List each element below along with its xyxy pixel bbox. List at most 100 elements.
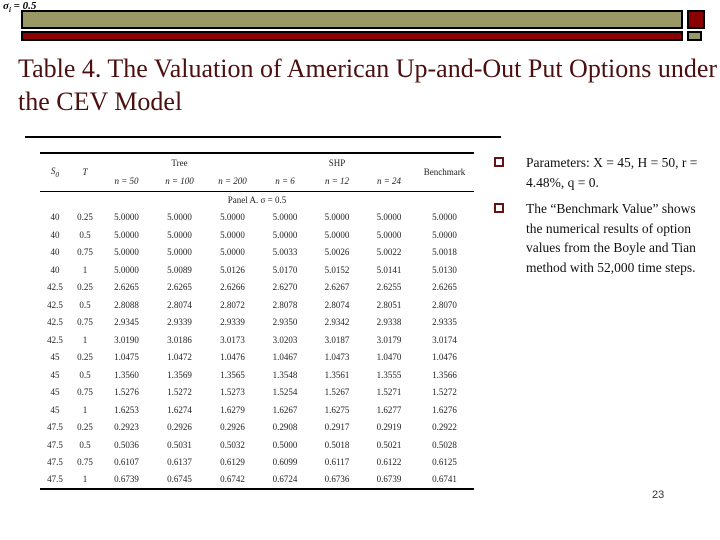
table-cell: 1: [82, 474, 88, 485]
table-cell: 1.5273: [220, 387, 245, 398]
table-cell: 1.3569: [167, 369, 192, 380]
table-cell: 1.6279: [220, 404, 245, 415]
table-row: 47.5 1 0.6739 0.6745 0.6742 0.6724 0.6736 0.673…: [40, 471, 474, 489]
banner-end-square-tan: [687, 31, 702, 41]
table-cell: 5.0000: [167, 212, 192, 223]
table-cell: 3.0186: [167, 334, 192, 345]
table-cell: 0.5018: [324, 439, 350, 450]
table-cell: 1.5271: [376, 387, 402, 398]
table-cell: 2.6267: [324, 282, 350, 293]
table-cell: 2.6265: [167, 282, 192, 293]
table-cell: 5.0000: [114, 264, 139, 275]
table-cell: 0.6739: [376, 474, 402, 485]
table-cell: 5.0000: [272, 229, 298, 240]
table-cell: 2.8051: [376, 299, 402, 310]
table-cell: 45: [50, 404, 60, 415]
table-cell: 0.75: [77, 387, 93, 398]
table-cell: 1.5272: [167, 387, 192, 398]
column-header-n24: n = 24: [376, 176, 402, 187]
table-cell: 0.5036: [114, 439, 139, 450]
table-cell: 47.5: [47, 439, 63, 450]
s0-base: S: [50, 165, 56, 176]
table-cell: 0.5032: [220, 439, 245, 450]
table-row: 42.5 0.75 2.9345 2.9339 2.9339 2.9350 2.9342 2.…: [40, 314, 474, 332]
s0-subscript: 0: [55, 169, 60, 179]
list-item: The “Benchmark Value” shows the numerica…: [494, 199, 706, 277]
table-cell: 0.6137: [167, 457, 192, 468]
panel-label-row: Panel A. σ = 0.5: [40, 191, 474, 209]
table-cell: 0.2919: [376, 422, 402, 433]
table-cell: 47.5: [47, 474, 63, 485]
table-cell: 1.6253: [114, 404, 139, 415]
results-table: S0 T Tree SHP Benchmark n = 50 n = 100 n…: [40, 152, 475, 490]
table-cell: 3.0203: [272, 334, 298, 345]
table-cell: 2.9342: [324, 317, 350, 328]
table-cell: 5.0126: [220, 264, 245, 275]
table-row: 40 0.25 5.0000 5.0000 5.0000 5.0000 5.0000 5.00…: [40, 209, 474, 227]
table-cell: 0.6117: [324, 457, 350, 468]
table-cell: 2.6270: [272, 282, 298, 293]
table-cell: 2.6265: [114, 282, 139, 293]
table-cell: 1.0472: [167, 352, 192, 363]
table-cell: 40: [50, 229, 60, 240]
page-title: Table 4. The Valuation of American Up-an…: [18, 54, 718, 117]
table-row: 47.5 0.5 0.5036 0.5031 0.5032 0.5000 0.5018 0.5…: [40, 436, 474, 454]
table-cell: 3.0187: [324, 334, 350, 345]
corner-note-value: = 0.5: [10, 0, 37, 12]
table-cell: 0.2917: [324, 422, 350, 433]
table-cell: 0.6724: [272, 474, 298, 485]
table-cell: 5.0033: [272, 247, 298, 258]
table-cell: 0.5: [79, 369, 91, 380]
table-cell: 0.25: [77, 212, 93, 223]
column-header-n200: n = 200: [218, 176, 247, 187]
bullet-text-parameters: Parameters: X = 45, H = 50, r = 4.48%, q…: [526, 155, 698, 190]
table-cell: 1: [82, 334, 88, 345]
table-row: 40 1 5.0000 5.0089 5.0126 5.0170 5.0152 5.0141 5…: [40, 261, 474, 279]
table-cell: 3.0173: [220, 334, 245, 345]
table-cell: 0.6125: [432, 457, 457, 468]
table-row: 45 1 1.6253 1.6274 1.6279 1.6267 1.6275 1.6277 1…: [40, 401, 474, 419]
table-cell: 5.0130: [432, 264, 457, 275]
table-cell: 1.0470: [376, 352, 402, 363]
sigma-symbol: σ: [3, 0, 9, 12]
column-header-n6: n = 6: [275, 176, 295, 187]
table-cell: 1.3566: [432, 369, 457, 380]
table-cell: 45: [50, 387, 60, 398]
table-cell: 0.6099: [272, 457, 298, 468]
table-cell: 3.0179: [376, 334, 402, 345]
table-row: 47.5 0.25 0.2923 0.2926 0.2926 0.2908 0.2917 0.…: [40, 419, 474, 437]
page-number: 23: [652, 489, 665, 501]
table-cell: 0.6745: [167, 474, 192, 485]
table-cell: 0.25: [77, 422, 93, 433]
table-cell: 2.9335: [432, 317, 457, 328]
corner-parameter-note: σi = 0.5: [3, 0, 36, 14]
table-cell: 42.5: [47, 334, 63, 345]
table-cell: 1.3548: [272, 369, 298, 380]
table-cell: 1.5272: [432, 387, 457, 398]
banner-bar-tan: [21, 10, 683, 29]
table-cell: 40: [50, 247, 60, 258]
table-cell: 5.0000: [220, 247, 245, 258]
table-cell: 0.75: [77, 317, 93, 328]
table-cell: 5.0000: [220, 229, 245, 240]
table-cell: 47.5: [47, 457, 63, 468]
table-body: Panel A. σ = 0.5 40 0.25 5.0000 5.0000 5.000…: [40, 191, 474, 489]
table-cell: 1.3555: [376, 369, 402, 380]
table-cell: 5.0026: [324, 247, 350, 258]
table-cell: 40: [50, 212, 60, 223]
notes-list: Parameters: X = 45, H = 50, r = 4.48%, q…: [494, 153, 706, 284]
table-cell: 3.0174: [432, 334, 457, 345]
table-row: 40 0.5 5.0000 5.0000 5.0000 5.0000 5.0000 5.000…: [40, 226, 474, 244]
table-cell: 2.9339: [220, 317, 245, 328]
title-underline: [25, 136, 501, 138]
table-row: 42.5 0.5 2.8088 2.8074 2.8072 2.8078 2.8074 2.8…: [40, 296, 474, 314]
table-cell: 1.3565: [220, 369, 245, 380]
table-cell: 5.0000: [376, 229, 402, 240]
table-cell: 5.0089: [167, 264, 192, 275]
table-cell: 0.6742: [220, 474, 245, 485]
table-cell: 0.2923: [114, 422, 139, 433]
table-cell: 1: [82, 404, 88, 415]
column-header-t: T: [82, 167, 88, 178]
table-cell: 1.6267: [272, 404, 298, 415]
